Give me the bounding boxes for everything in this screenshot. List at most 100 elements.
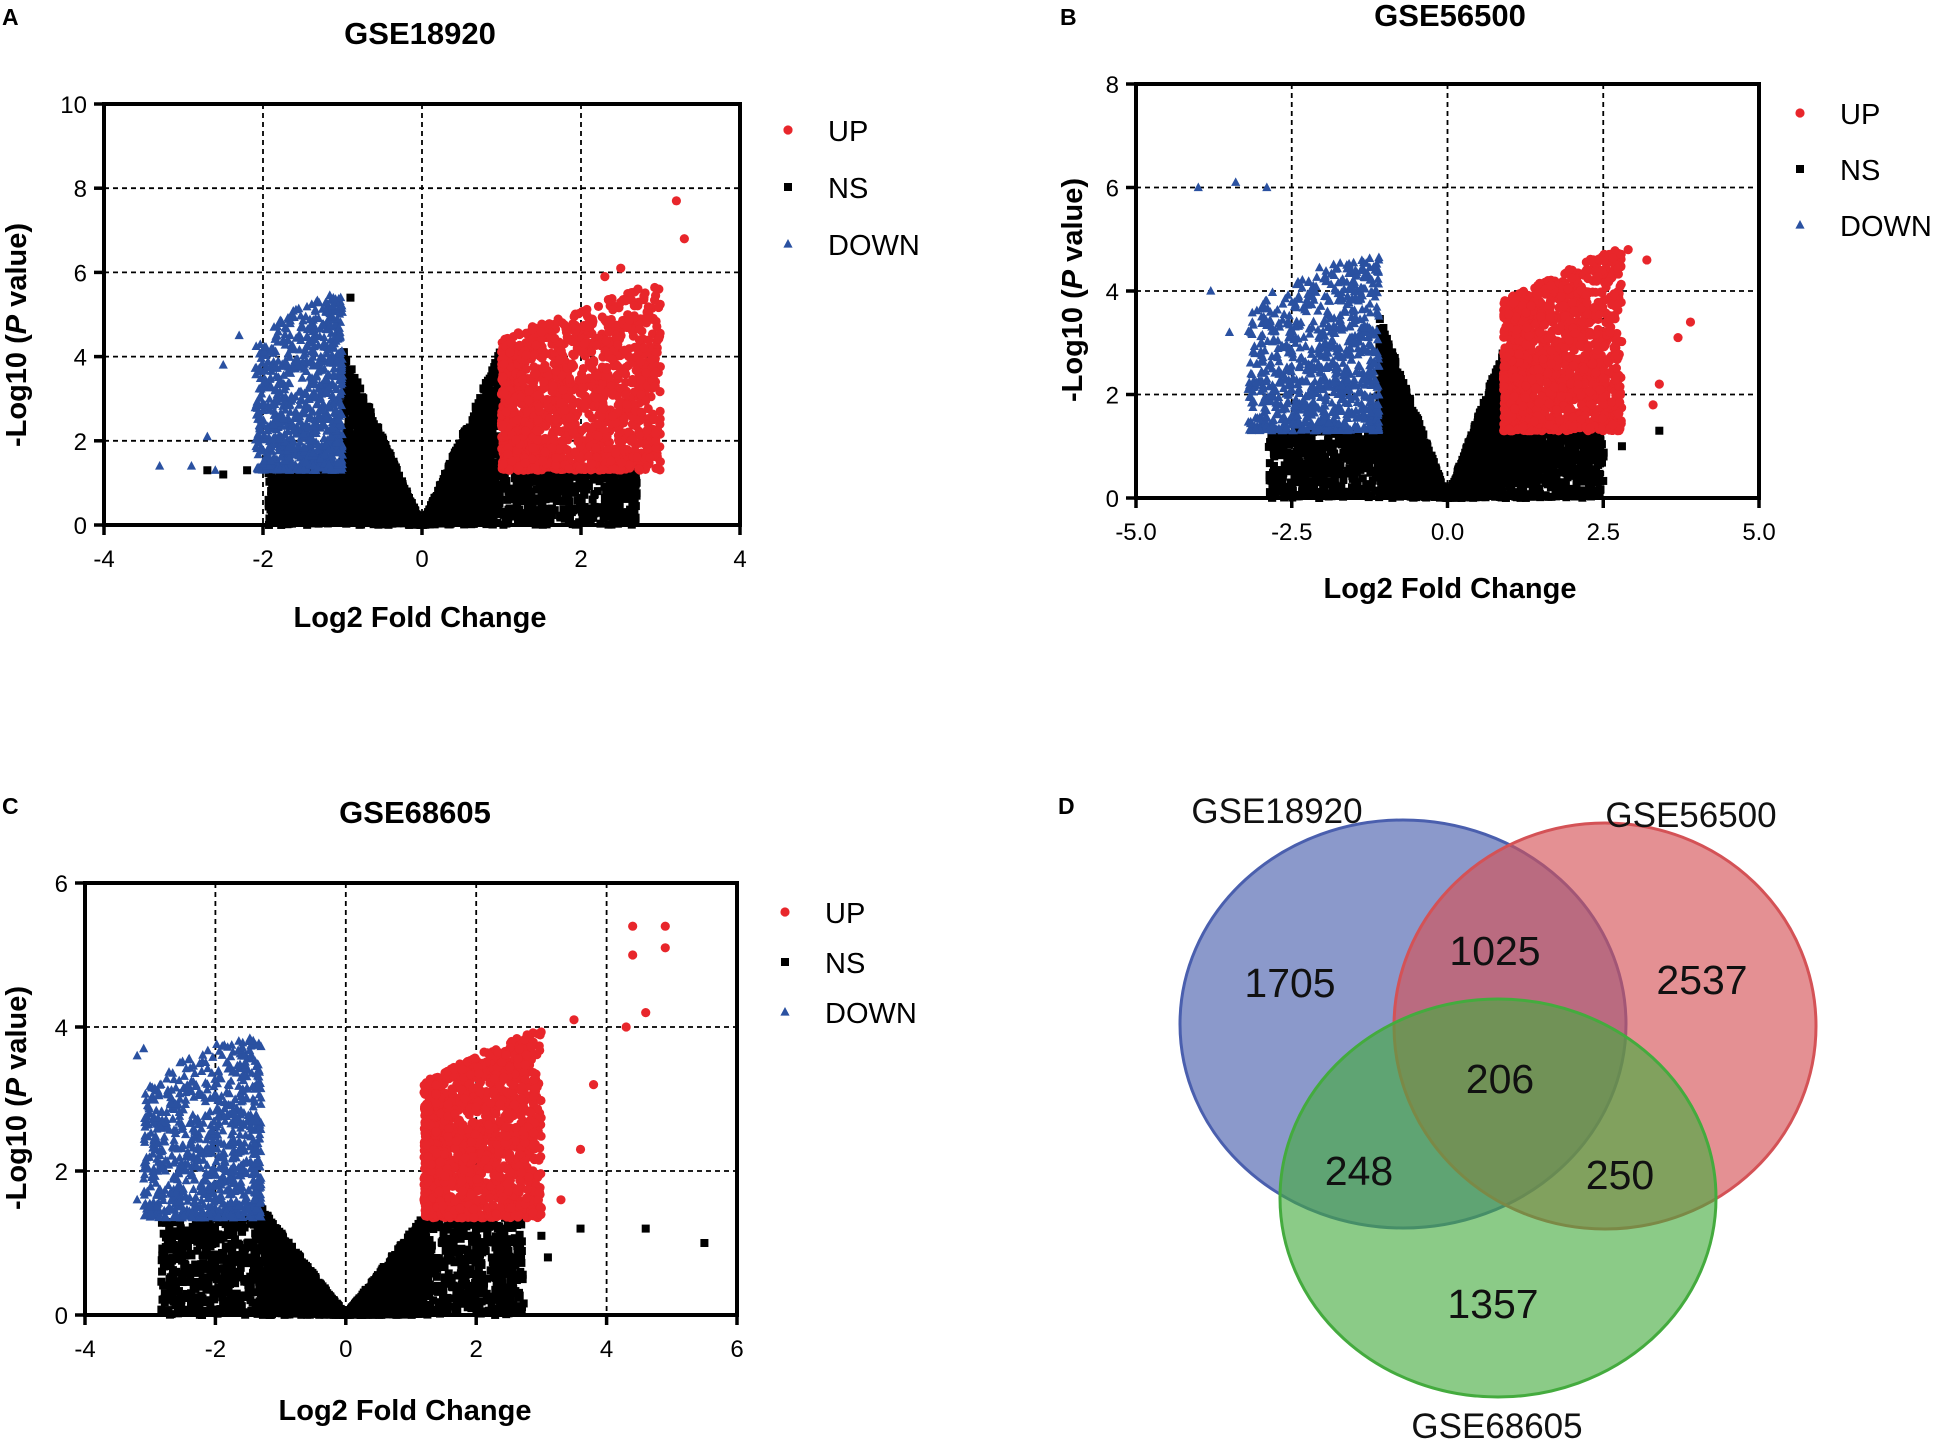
ns-point <box>473 448 482 457</box>
ns-point <box>606 479 615 488</box>
ns-point <box>484 463 493 472</box>
ns-point <box>620 481 629 490</box>
ns-point <box>515 508 524 517</box>
ns-point <box>368 425 377 434</box>
ns-point <box>309 475 318 484</box>
down-point <box>234 330 244 340</box>
ns-point <box>495 492 504 501</box>
ns-point <box>356 384 365 393</box>
ns-point <box>541 495 550 504</box>
ns-point <box>503 495 512 504</box>
ns-point <box>395 471 404 480</box>
ns-point <box>584 482 593 491</box>
ns-point <box>287 483 296 492</box>
ns-point <box>358 421 367 430</box>
ns-point <box>328 489 337 498</box>
ns-point <box>477 475 486 484</box>
ns-point <box>577 477 586 486</box>
ns-point <box>476 394 485 403</box>
ns-point <box>203 466 212 475</box>
ns-point <box>561 488 570 497</box>
ns-point <box>471 412 480 421</box>
ns-point <box>493 518 502 527</box>
ns-point <box>541 473 550 482</box>
ns-point <box>631 502 640 511</box>
ns-point <box>467 487 476 496</box>
ns-point <box>492 367 501 376</box>
ns-point <box>510 474 519 483</box>
ns-point <box>484 379 493 388</box>
ns-point <box>387 510 396 519</box>
ns-point <box>452 449 461 458</box>
ns-point <box>464 455 473 464</box>
ns-point <box>588 495 597 504</box>
ns-point <box>370 433 379 442</box>
ns-point <box>578 507 587 516</box>
ns-point <box>371 495 380 504</box>
down-point <box>218 360 228 369</box>
ns-point <box>462 473 471 482</box>
ns-point <box>480 427 489 436</box>
ns-point <box>347 460 356 469</box>
ns-point <box>219 470 228 479</box>
ns-point <box>632 478 641 487</box>
ns-point <box>504 505 513 514</box>
ns-point <box>346 389 355 398</box>
ns-point <box>556 513 565 522</box>
ns-point <box>381 448 390 457</box>
ns-point <box>482 387 491 396</box>
ns-point <box>303 483 312 492</box>
up-point <box>639 292 649 302</box>
ns-point <box>364 414 373 423</box>
ns-point <box>398 480 407 489</box>
ns-point <box>351 380 360 389</box>
ns-point <box>309 507 318 516</box>
ns-point <box>349 416 358 425</box>
ns-point <box>623 488 632 497</box>
up-point <box>643 302 653 312</box>
ns-point <box>366 408 375 417</box>
ns-point <box>569 506 578 515</box>
ns-point <box>454 490 463 499</box>
ns-point <box>485 504 494 513</box>
ns-point <box>365 484 374 493</box>
ns-point <box>269 480 278 489</box>
ns-point <box>353 487 362 496</box>
down-point <box>155 461 165 470</box>
ns-point <box>318 496 327 505</box>
ns-point <box>355 405 364 414</box>
ns-point <box>590 502 599 511</box>
ns-point <box>363 450 372 459</box>
ns-point <box>373 441 382 450</box>
ns-point <box>349 491 358 500</box>
ns-point <box>358 393 367 402</box>
ns-point <box>600 500 609 509</box>
ns-point <box>243 466 252 475</box>
ns-point <box>483 489 492 498</box>
panel-a-up-points <box>496 196 689 475</box>
down-point <box>210 465 220 474</box>
ns-point <box>373 470 382 479</box>
up-point <box>627 378 637 388</box>
ns-point <box>317 485 326 494</box>
ns-point <box>356 411 365 420</box>
ns-point <box>344 434 353 443</box>
ns-point <box>330 505 339 514</box>
ns-point <box>514 483 523 492</box>
ns-point <box>391 463 400 472</box>
ns-point <box>295 489 304 498</box>
ns-point <box>524 493 533 502</box>
ns-point <box>378 481 387 490</box>
ns-point <box>471 458 480 467</box>
ns-point <box>426 512 435 521</box>
ns-point <box>544 509 553 518</box>
ns-point <box>356 497 365 506</box>
ns-point <box>459 436 468 445</box>
ns-point <box>288 494 297 503</box>
ns-point <box>563 476 572 485</box>
ns-point <box>484 513 493 522</box>
ns-point <box>555 474 564 483</box>
ns-point <box>482 444 491 453</box>
